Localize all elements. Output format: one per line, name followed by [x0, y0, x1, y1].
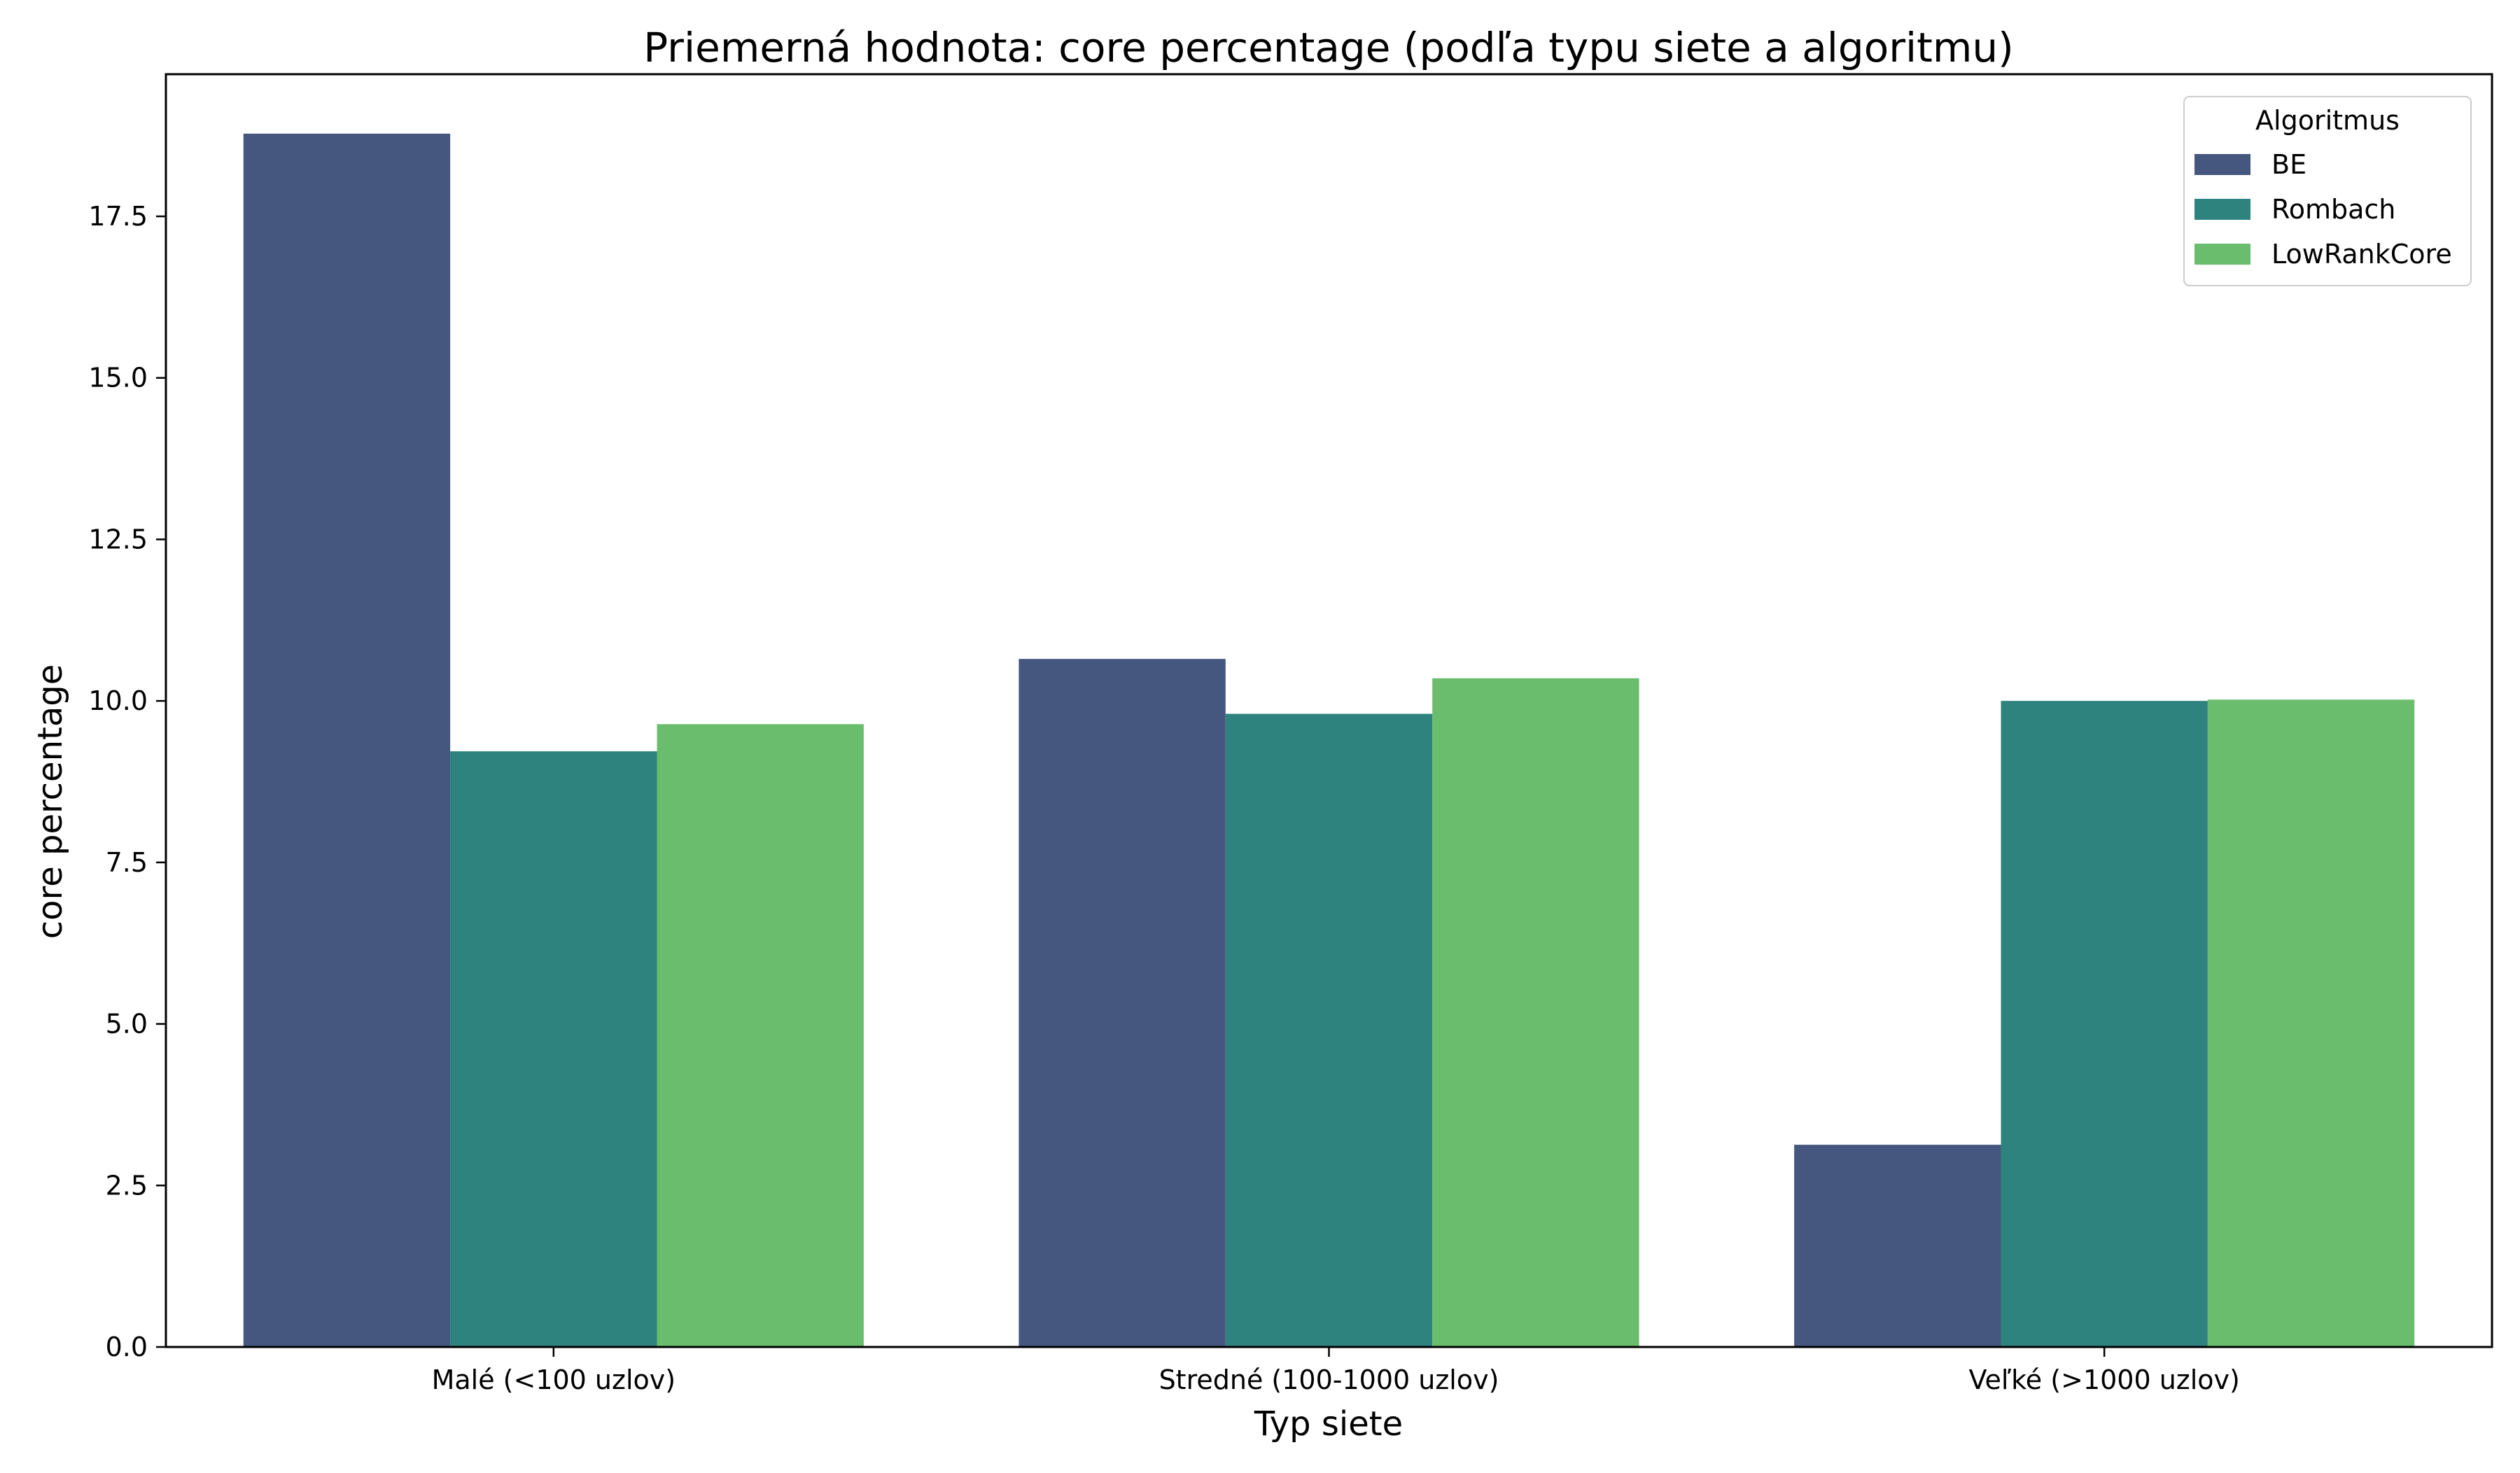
bar-rombach-1	[1225, 713, 1433, 1347]
bar-lowrankcore-2	[2207, 699, 2415, 1347]
y-tick-label: 7.5	[106, 847, 148, 878]
legend-items: BE Rombach LowRankCore	[2194, 149, 2452, 270]
y-tick-label: 17.5	[88, 201, 148, 232]
bars-layer	[243, 133, 2415, 1347]
bar-be-2	[1794, 1145, 2001, 1347]
bar-lowrankcore-1	[1432, 678, 1639, 1347]
legend-swatch-be	[2194, 154, 2250, 175]
x-axis-label: Typ siete	[1254, 1404, 1403, 1444]
x-tick-label: Veľké (>1000 uzlov)	[1968, 1364, 2239, 1395]
legend-swatch-lowrankcore	[2194, 244, 2250, 265]
y-tick-label: 5.0	[106, 1009, 148, 1040]
bar-be-0	[243, 133, 451, 1347]
x-tick-label: Stredné (100-1000 uzlov)	[1159, 1364, 1499, 1395]
legend-label-be: BE	[2272, 149, 2306, 180]
bar-rombach-0	[450, 751, 657, 1347]
y-tick-label: 15.0	[88, 363, 148, 393]
chart-title: Priemerná hodnota: core percentage (podľ…	[643, 24, 2014, 71]
y-tick-label: 10.0	[88, 685, 148, 716]
legend-box	[2183, 96, 2472, 286]
y-axis-label: core percentage	[31, 664, 70, 939]
y-tick-label: 12.5	[88, 524, 148, 554]
legend: Algoritmus BE Rombach LowRankCore	[2183, 96, 2472, 286]
bar-rombach-2	[2001, 701, 2208, 1347]
x-tick-label: Malé (<100 uzlov)	[432, 1364, 676, 1395]
bar-lowrankcore-0	[657, 724, 864, 1347]
y-tick-label: 0.0	[106, 1332, 148, 1362]
y-tick-label: 2.5	[106, 1170, 148, 1201]
plot-frame	[164, 73, 2493, 1348]
axes-layer: Malé (<100 uzlov) Stredné (100-1000 uzlov…	[88, 73, 2493, 1395]
legend-title: Algoritmus	[2255, 105, 2400, 136]
legend-label-rombach: Rombach	[2272, 194, 2395, 225]
legend-swatch-rombach	[2194, 199, 2250, 220]
legend-label-lowrankcore: LowRankCore	[2272, 239, 2452, 270]
bar-be-1	[1018, 659, 1226, 1347]
